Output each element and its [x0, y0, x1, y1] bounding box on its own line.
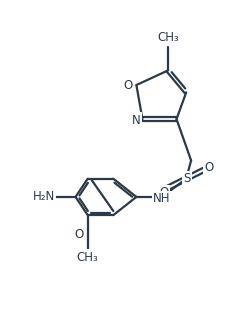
- Text: N: N: [132, 114, 141, 127]
- Text: CH₃: CH₃: [157, 31, 179, 44]
- Text: H₂N: H₂N: [33, 191, 55, 204]
- Text: O: O: [205, 161, 214, 174]
- Text: CH₃: CH₃: [77, 251, 99, 264]
- Text: NH: NH: [153, 192, 171, 205]
- Text: O: O: [123, 79, 133, 92]
- Text: O: O: [74, 228, 83, 241]
- Text: O: O: [159, 186, 169, 199]
- Text: S: S: [183, 172, 190, 185]
